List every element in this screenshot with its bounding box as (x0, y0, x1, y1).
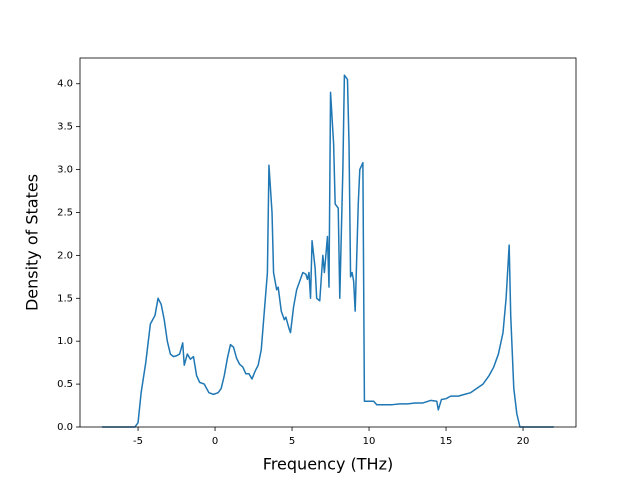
y-tick-label: 2.0 (57, 250, 73, 261)
y-tick-label: 0.5 (57, 379, 73, 390)
x-axis-label: Frequency (THz) (263, 455, 393, 474)
data-line (102, 74, 554, 428)
y-tick-label: 4.0 (57, 79, 73, 90)
y-tick-label: 3.5 (57, 122, 73, 133)
y-tick-label: 1.5 (57, 293, 73, 304)
y-tick-label: 2.5 (57, 207, 73, 218)
x-tick-label: 20 (517, 436, 530, 447)
x-tick-label: 0 (212, 436, 218, 447)
x-tick-label: -5 (133, 436, 143, 447)
y-tick-label: 0.0 (57, 422, 73, 433)
x-tick-label: 10 (363, 436, 376, 447)
x-tick-label: 5 (289, 436, 295, 447)
y-axis-label: Density of States (23, 174, 42, 311)
y-tick-label: 3.0 (57, 165, 73, 176)
x-tick-label: 15 (440, 436, 453, 447)
plot-frame (79, 57, 577, 428)
y-tick-label: 1.0 (57, 336, 73, 347)
